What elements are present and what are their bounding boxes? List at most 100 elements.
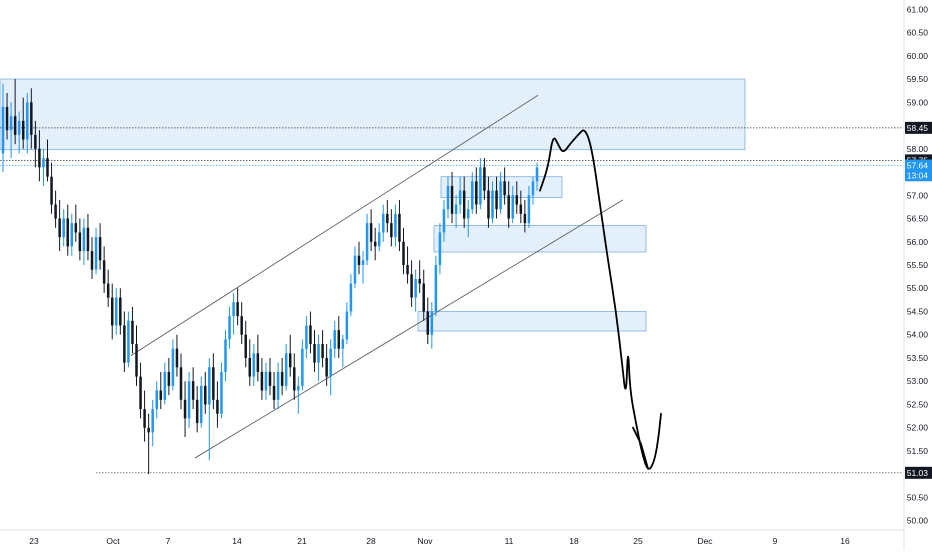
candles	[1, 79, 539, 475]
candle-body	[438, 232, 442, 265]
candle-body	[30, 102, 33, 135]
supply-zone-top	[0, 78, 746, 151]
y-tick-label: 53.50	[907, 353, 929, 363]
candle-body	[293, 367, 296, 391]
candle-body	[297, 385, 300, 391]
candle-body	[232, 302, 235, 317]
zone-low	[417, 311, 647, 332]
y-tick-label: 54.00	[907, 330, 929, 340]
y-tick-label: 61.00	[907, 4, 929, 14]
candle-body	[301, 348, 304, 386]
candle-body	[191, 381, 195, 400]
candle-body	[34, 134, 37, 149]
candle-body	[42, 158, 45, 168]
candle-body	[373, 241, 377, 247]
candle-body	[349, 283, 353, 312]
y-tick-label: 56.50	[907, 214, 929, 224]
candle-body	[284, 353, 288, 386]
candle-body	[159, 390, 163, 400]
candle-body	[272, 385, 276, 400]
candle-body	[337, 330, 341, 349]
candle-body	[199, 385, 203, 424]
price-channel	[130, 94, 624, 459]
price-label-box	[905, 121, 932, 134]
candle-body	[507, 195, 510, 219]
candle-body	[94, 237, 98, 270]
price-label-text: 57.64	[907, 161, 929, 171]
x-tick-label: Dec	[697, 536, 713, 546]
candle-body	[50, 176, 53, 205]
x-tick-label: 23	[29, 536, 39, 546]
candle-body	[139, 376, 142, 410]
candle-body	[527, 195, 531, 224]
candle-body	[479, 167, 482, 205]
candle-body	[377, 232, 381, 247]
candle-body	[499, 181, 502, 210]
candle-body	[523, 213, 527, 224]
candle-body	[62, 218, 65, 238]
y-tick-label: 53.00	[907, 376, 929, 386]
candle-body	[212, 367, 215, 400]
candle-body	[21, 120, 25, 140]
candle-body	[131, 320, 134, 345]
candle-body	[503, 181, 506, 196]
candle-body	[46, 158, 49, 177]
candle-body	[195, 399, 199, 424]
candle-body	[5, 106, 9, 131]
candle-body	[495, 190, 498, 210]
candle-body	[17, 120, 21, 135]
zone-mid	[433, 225, 647, 253]
candle-body	[256, 353, 260, 372]
candle-body	[216, 399, 219, 414]
candle-body	[398, 213, 401, 242]
y-tick-label: 59.00	[907, 97, 929, 107]
candle-body	[535, 167, 539, 182]
candle-body	[187, 381, 191, 419]
candle-body	[345, 311, 349, 340]
channel-upper-line	[130, 94, 539, 357]
y-tick-label: 52.50	[907, 399, 929, 409]
candle-body	[86, 227, 90, 252]
candle-body	[369, 223, 373, 242]
candle-body	[422, 283, 425, 312]
candle-body	[240, 316, 243, 335]
x-tick-label: 25	[633, 536, 643, 546]
candle-body	[288, 353, 292, 368]
candle-body	[98, 237, 102, 261]
candle-body	[410, 274, 413, 298]
y-tick-label: 55.00	[907, 283, 929, 293]
x-tick-label: 11	[505, 536, 514, 546]
price-label-text: 13:04	[907, 170, 929, 180]
candle-body	[414, 278, 417, 298]
forecast-arrow-head	[632, 426, 649, 470]
candle-body	[236, 302, 239, 317]
candle-body	[163, 371, 167, 400]
candle-body	[365, 223, 369, 261]
candle-body	[127, 320, 130, 363]
candle-body	[341, 339, 345, 349]
candle-body	[248, 357, 252, 377]
candle-body	[309, 325, 312, 345]
candle-body	[280, 371, 284, 386]
candle-body	[531, 181, 535, 196]
y-tick-label: 51.50	[907, 446, 929, 456]
x-tick-label: Oct	[106, 536, 120, 546]
candle-body	[442, 209, 446, 233]
candle-body	[179, 367, 183, 400]
candle-body	[13, 116, 17, 135]
price-label-box	[905, 169, 932, 182]
candle-body	[450, 185, 454, 214]
candle-body	[135, 344, 138, 377]
candle-body	[446, 185, 450, 210]
x-tick-label: 14	[232, 536, 242, 546]
candle-body	[208, 367, 211, 405]
candle-body	[151, 409, 154, 433]
y-tick-label: 55.50	[907, 260, 929, 270]
candle-body	[434, 265, 438, 312]
candle-body	[394, 213, 397, 238]
candle-body	[276, 371, 280, 400]
candle-body	[175, 348, 179, 368]
